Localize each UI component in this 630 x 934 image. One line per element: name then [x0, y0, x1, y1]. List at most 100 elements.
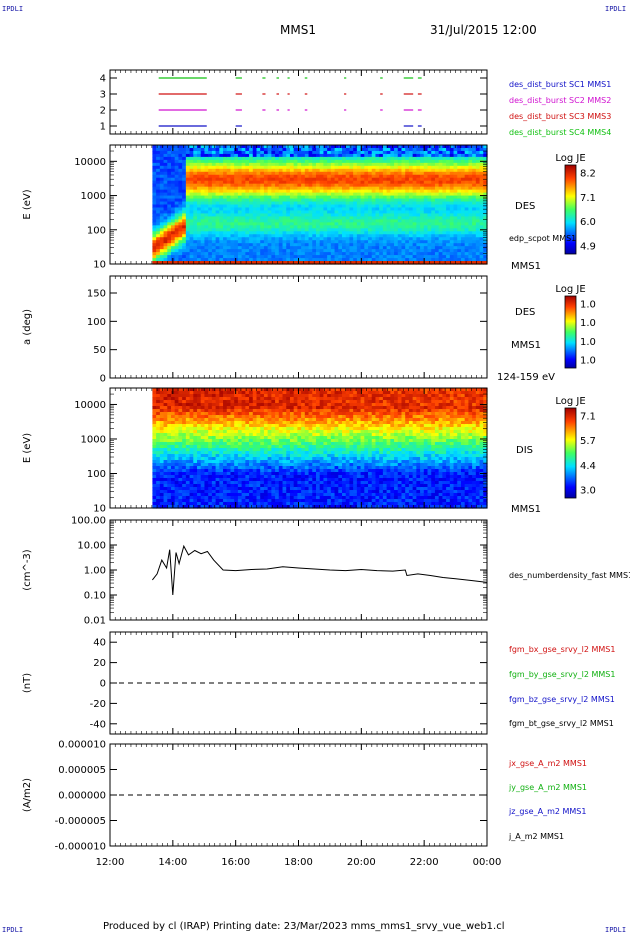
spectrogram-cell — [353, 222, 358, 226]
spectrogram-cell — [427, 150, 432, 155]
spectrogram-cell — [163, 222, 168, 226]
spectrogram-cell — [234, 156, 239, 161]
spectrogram-cell — [460, 162, 466, 167]
spectrogram-cell — [334, 195, 339, 200]
spectrogram-cell — [416, 225, 421, 229]
spectrogram-cell — [215, 255, 220, 259]
spectrogram-cell — [405, 252, 410, 256]
spectrogram-cell — [330, 237, 336, 241]
spectrogram-cell — [204, 207, 209, 212]
spectrogram-cell — [215, 481, 220, 485]
spectrogram-cell — [193, 463, 198, 467]
spectrogram-cell — [475, 201, 481, 206]
spectrogram-cell — [315, 192, 321, 197]
spectrogram-cell — [301, 168, 306, 173]
spectrogram-cell — [349, 243, 354, 247]
spectrogram-cell — [230, 204, 235, 209]
spectrogram-cell — [301, 150, 306, 155]
spectrogram-cell — [197, 177, 202, 182]
spectrogram-cell — [152, 505, 157, 509]
spectrogram-cell — [159, 150, 165, 155]
spectrogram-cell — [178, 439, 183, 443]
spectrogram-cell — [152, 424, 157, 428]
spectrogram-cell — [167, 261, 172, 265]
spectrogram-cell — [304, 219, 310, 223]
spectrogram-cell — [163, 213, 168, 217]
spectrogram-cell — [360, 162, 365, 167]
spectrogram-cell — [156, 466, 161, 470]
spectrogram-cell — [342, 171, 347, 176]
spectrogram-cell — [375, 243, 380, 247]
spectrogram-cell — [152, 261, 157, 265]
spectrogram-cell — [375, 213, 380, 217]
spectrogram-cell — [453, 195, 458, 200]
spectrogram-cell — [356, 246, 362, 250]
spectrogram-cell — [215, 424, 220, 428]
spectrogram-cell — [237, 234, 243, 238]
spectrogram-cell — [278, 228, 284, 232]
spectrogram-cell — [200, 216, 206, 220]
spectrogram-cell — [245, 249, 250, 253]
spectrogram-cell — [397, 258, 403, 262]
spectrogram-cell — [457, 216, 462, 220]
spectrogram-cell — [152, 145, 157, 149]
spectrogram-cell — [434, 189, 440, 194]
spectrogram-cell — [301, 183, 306, 188]
spectrogram-cell — [237, 159, 243, 164]
spectrogram-cell — [405, 165, 410, 170]
spectrogram-cell — [464, 219, 470, 223]
spectrogram-cell — [449, 147, 455, 152]
spectrogram-cell — [427, 240, 432, 244]
spectrogram-cell — [479, 225, 484, 229]
spectrogram-cell — [446, 207, 451, 212]
spectrogram-cell — [394, 219, 399, 223]
spectrogram-cell — [434, 204, 440, 209]
spectrogram-cell — [371, 198, 377, 203]
spectrogram-cell — [423, 204, 429, 209]
spectrogram-cell — [252, 159, 258, 164]
spectrogram-cell — [397, 145, 403, 149]
spectrogram-cell — [416, 153, 421, 158]
spectrogram-cell — [185, 412, 191, 416]
spectrogram-cell — [197, 400, 202, 404]
spectrogram-cell — [464, 252, 470, 256]
spectrogram-cell — [260, 210, 265, 215]
spectrogram-cell — [349, 255, 354, 259]
spectrogram-cell — [360, 210, 365, 215]
spectrogram-cell — [360, 183, 365, 188]
spectrogram-cell — [446, 204, 451, 209]
spectrogram-cell — [475, 237, 481, 241]
spectrogram-cell — [193, 433, 198, 437]
spectrogram-cell — [375, 204, 380, 209]
spectrogram-cell — [368, 189, 373, 194]
spectrogram-cell — [360, 237, 365, 241]
spectrogram-cell — [345, 177, 351, 182]
spectrogram-cell — [297, 147, 302, 152]
spectrogram-cell — [360, 246, 365, 250]
spectrogram-cell — [237, 228, 243, 232]
spectrogram-cell — [446, 255, 451, 259]
spectrogram-cell — [349, 198, 354, 203]
spectrogram-cell — [338, 234, 343, 238]
spectrogram-cell — [211, 201, 217, 206]
spectrogram-cell — [234, 222, 239, 226]
spectrogram-cell — [234, 261, 239, 265]
spectrogram-cell — [226, 219, 232, 223]
spectrogram-cell — [167, 505, 172, 509]
spectrogram-cell — [289, 240, 295, 244]
spectrogram-cell — [475, 258, 481, 262]
spectrogram-cell — [449, 168, 455, 173]
spectrogram-cell — [416, 216, 421, 220]
spectrogram-cell — [193, 234, 198, 238]
spectrogram-cell — [472, 153, 477, 158]
spectrogram-cell — [189, 219, 194, 223]
spectrogram-cell — [204, 502, 209, 506]
spectrogram-cell — [163, 174, 168, 179]
spectrogram-cell — [286, 153, 291, 158]
spectrogram-cell — [464, 261, 470, 265]
spectrogram-cell — [460, 150, 466, 155]
spectrogram-cell — [215, 159, 220, 164]
spectrogram-cell — [286, 162, 291, 167]
spectrogram-cell — [200, 174, 206, 179]
spectrogram-cell — [185, 237, 191, 241]
